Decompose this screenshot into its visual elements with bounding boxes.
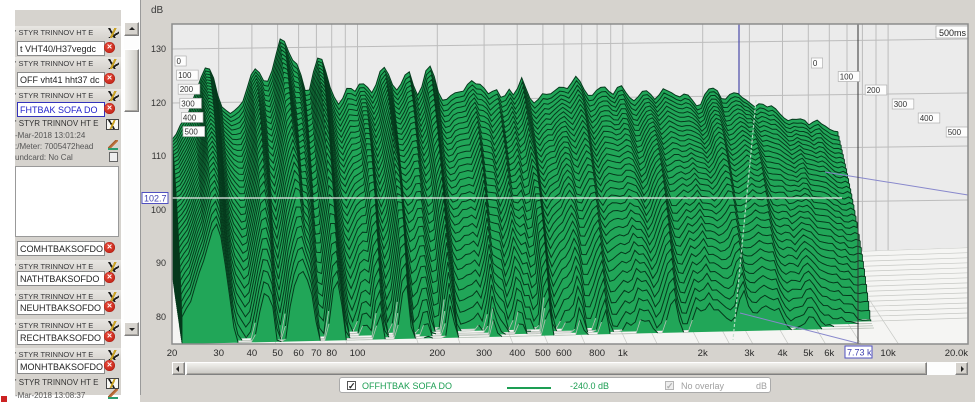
svg-text:20: 20	[167, 348, 178, 359]
svg-text:100: 100	[840, 73, 854, 82]
svg-text:6k: 6k	[824, 348, 834, 359]
svg-text:500: 500	[185, 128, 199, 137]
svg-text:2k: 2k	[698, 348, 708, 359]
svg-text:50: 50	[272, 348, 283, 359]
svg-text:100: 100	[178, 71, 192, 80]
svg-text:60: 60	[293, 348, 304, 359]
svg-text:500: 500	[535, 348, 551, 359]
svg-text:300: 300	[181, 99, 195, 108]
svg-text:30: 30	[213, 348, 224, 359]
svg-text:200: 200	[429, 348, 445, 359]
svg-text:120: 120	[151, 98, 166, 108]
svg-text:5k: 5k	[803, 348, 813, 359]
svg-text:200: 200	[867, 86, 881, 95]
svg-text:500: 500	[948, 128, 962, 137]
svg-text:40: 40	[247, 348, 258, 359]
svg-text:0: 0	[177, 57, 182, 66]
svg-text:1k: 1k	[618, 348, 628, 359]
svg-text:100: 100	[350, 348, 366, 359]
svg-text:dB: dB	[151, 5, 164, 16]
svg-text:400: 400	[183, 113, 197, 122]
svg-text:110: 110	[152, 151, 166, 161]
svg-text:7.73 k: 7.73 k	[847, 348, 872, 358]
svg-text:80: 80	[156, 312, 166, 322]
svg-text:90: 90	[156, 258, 166, 268]
svg-text:100: 100	[151, 205, 166, 215]
svg-text:10k: 10k	[880, 348, 896, 359]
svg-text:600: 600	[556, 348, 572, 359]
svg-text:20.0k: 20.0k	[945, 348, 968, 359]
svg-text:400: 400	[920, 114, 934, 123]
svg-text:102.7: 102.7	[144, 194, 167, 204]
svg-text:300: 300	[894, 100, 908, 109]
svg-text:500ms: 500ms	[939, 28, 967, 38]
svg-text:70: 70	[311, 348, 322, 359]
svg-text:130: 130	[151, 44, 166, 54]
svg-text:300: 300	[476, 348, 492, 359]
svg-text:0: 0	[813, 59, 818, 68]
svg-text:800: 800	[589, 348, 605, 359]
svg-text:200: 200	[180, 85, 194, 94]
svg-text:3k: 3k	[744, 348, 754, 359]
svg-text:4k: 4k	[777, 348, 787, 359]
svg-text:80: 80	[326, 348, 337, 359]
svg-text:400: 400	[509, 348, 525, 359]
